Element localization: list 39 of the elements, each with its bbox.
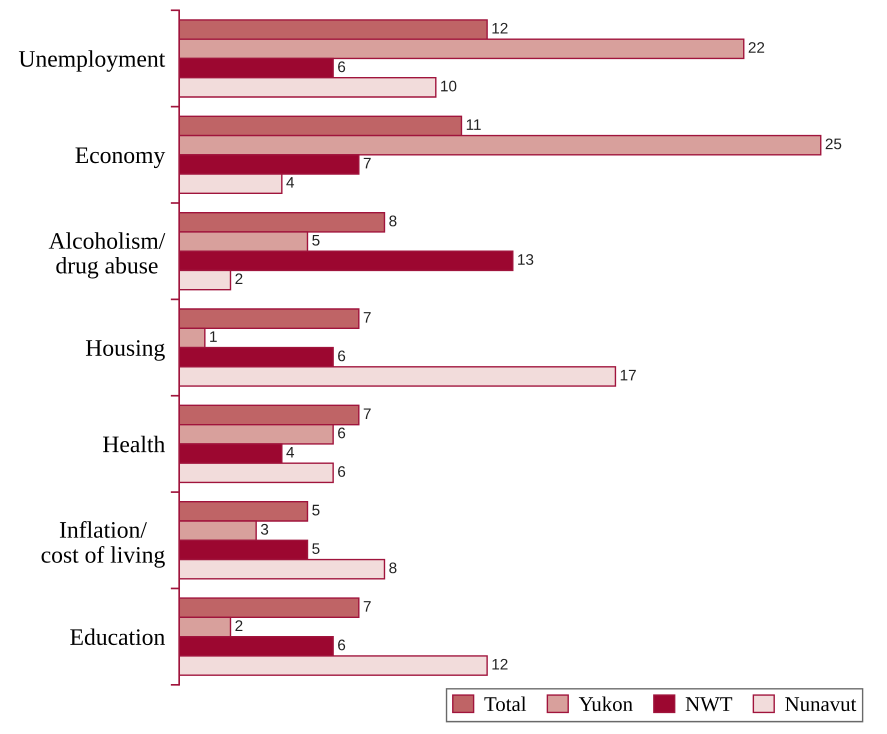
data-label: 12 bbox=[492, 658, 508, 670]
legend-label: NWT bbox=[686, 697, 732, 712]
data-label: 25 bbox=[826, 138, 842, 150]
y-tick-label: Inflation/ cost of living bbox=[42, 521, 165, 568]
data-label: 13 bbox=[518, 254, 534, 265]
y-tick-label: Alcoholism/ drug abuse bbox=[48, 232, 166, 278]
y-tick-label: Housing bbox=[86, 340, 165, 361]
data-label: 7 bbox=[364, 312, 371, 323]
data-label: 5 bbox=[312, 543, 320, 554]
data-label: 3 bbox=[260, 524, 268, 535]
data-label: 2 bbox=[235, 620, 242, 631]
data-label: 5 bbox=[312, 234, 320, 246]
data-label: 7 bbox=[364, 601, 371, 612]
data-label: 12 bbox=[492, 22, 508, 34]
y-tick-label: Health bbox=[103, 436, 165, 452]
y-tick-label: Economy bbox=[75, 148, 166, 168]
data-label: 4 bbox=[286, 446, 294, 458]
data-label: 22 bbox=[748, 42, 764, 53]
data-label: 6 bbox=[338, 350, 346, 362]
data-label: 6 bbox=[338, 640, 346, 650]
data-label: 7 bbox=[364, 158, 371, 168]
legend-label: Yukon bbox=[578, 696, 633, 712]
data-label: 6 bbox=[338, 428, 346, 438]
data-label: 8 bbox=[389, 216, 396, 226]
legend-label: Nunavut bbox=[785, 697, 856, 712]
data-label: 11 bbox=[466, 119, 481, 130]
data-label: 17 bbox=[620, 370, 636, 380]
legend-label: Total bbox=[484, 696, 526, 712]
data-label: 8 bbox=[389, 562, 396, 574]
data-label: 7 bbox=[364, 408, 371, 419]
y-tick-label: Unemployment bbox=[18, 50, 166, 72]
y-tick-label: Education bbox=[70, 628, 165, 646]
data-label: 6 bbox=[338, 61, 346, 72]
data-label: 6 bbox=[338, 466, 346, 477]
data-label: 4 bbox=[286, 177, 294, 188]
data-label: 5 bbox=[312, 504, 320, 516]
data-label: 2 bbox=[235, 273, 242, 284]
data-label: 1 bbox=[210, 331, 217, 342]
data-label: 10 bbox=[441, 80, 456, 92]
